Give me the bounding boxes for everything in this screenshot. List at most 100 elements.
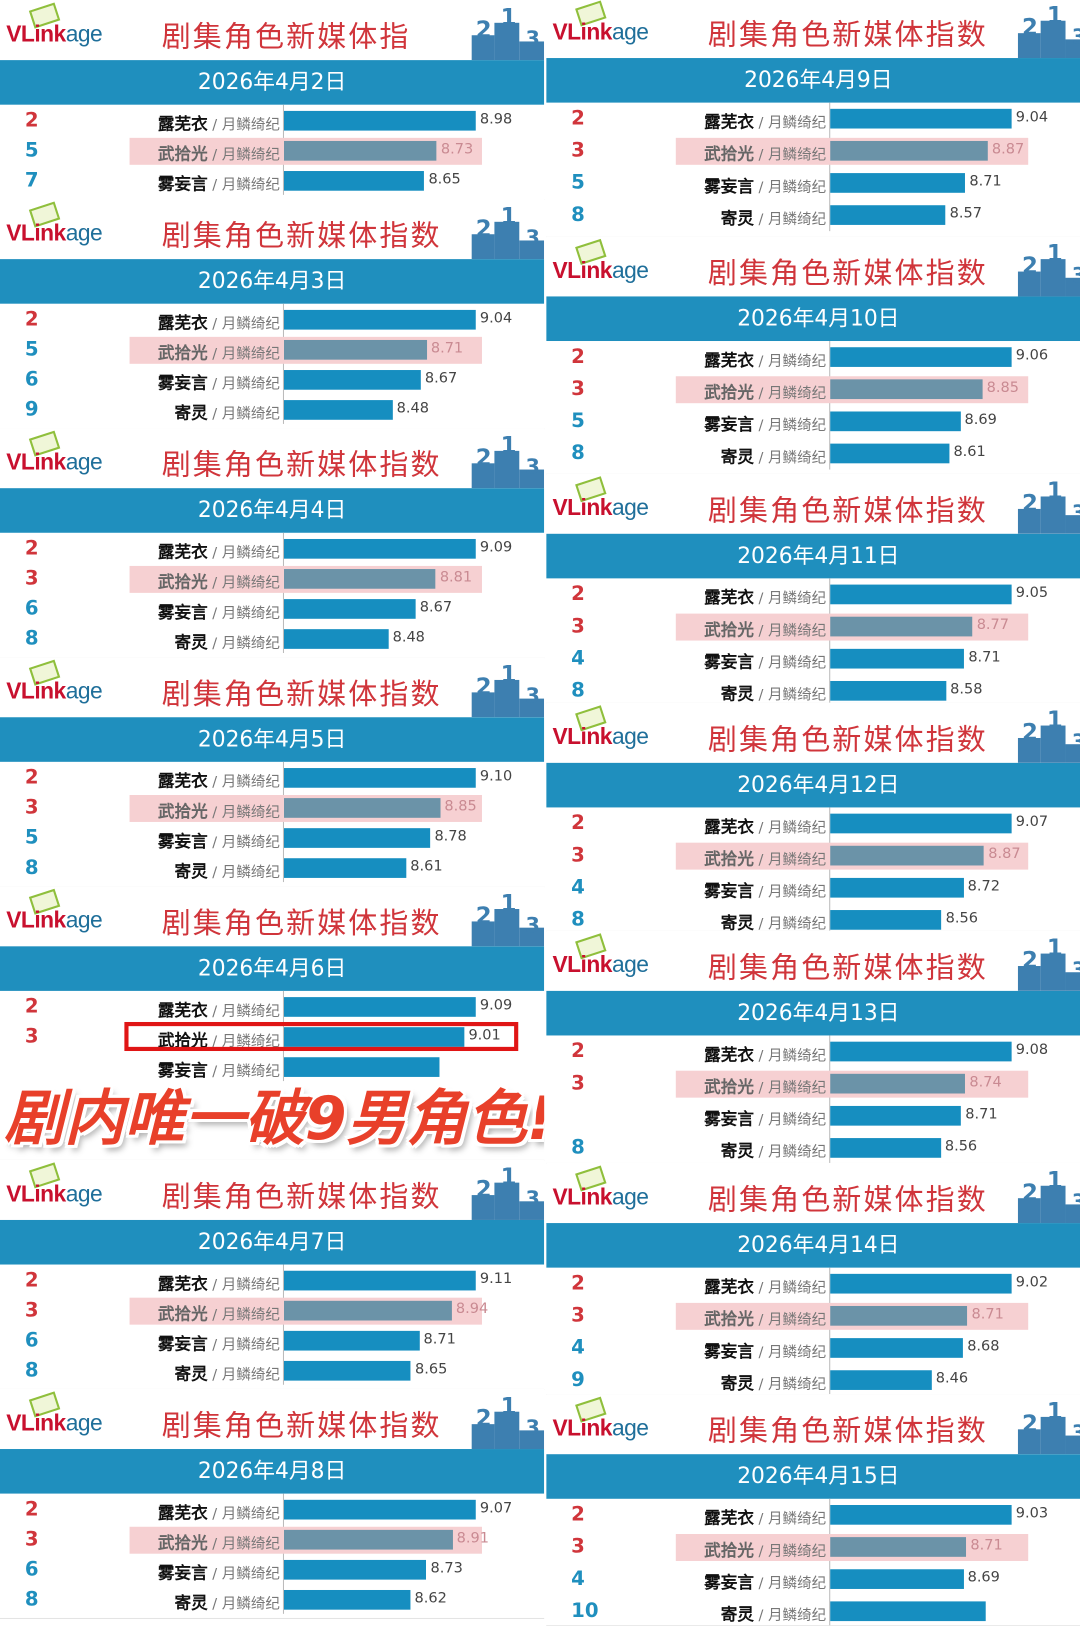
svg-text:3: 3 <box>1072 1190 1080 1214</box>
ranking-row: 10 寄灵 / 月鳞绮纪 <box>546 1595 1080 1625</box>
character-label: 寄灵 / 月鳞绮纪 <box>175 628 280 653</box>
character-name: 露芜衣 <box>157 313 208 333</box>
ranking-panel: VLinkage剧集角色新媒体指数2132026年4月11日2露芜衣 / 月鳞绮… <box>546 473 1080 704</box>
ranking-rows: 2 露芜衣 / 月鳞绮纪 9.06 3 武拾光 / 月鳞绮纪 8.85 5 雾妄言 / 月鳞绮… <box>546 341 1080 470</box>
svg-text:1: 1 <box>1047 4 1063 29</box>
rank-number: 3 <box>571 1535 585 1558</box>
index-value: 8.56 <box>944 1138 978 1155</box>
index-bar <box>284 1589 411 1610</box>
ranking-rows: 2 露芜衣 / 月鳞绮纪 9.08 3 武拾光 / 月鳞绮纪 8.74 雾妄言 / 月鳞绮纪… <box>546 1035 1080 1163</box>
ranking-panel: VLinkage 剧集角色新媒体指数 2 1 3 2026年4月5日 2 露芜衣 / 月鳞绮纪… <box>0 657 545 888</box>
ranking-row: 3 武拾光 / 月鳞绮纪 9.01 <box>0 1021 544 1052</box>
index-bar <box>284 1499 476 1520</box>
character-name: 露芜衣 <box>157 1273 208 1294</box>
ranking-row: 2 露芜衣 / 月鳞绮纪 9.10 <box>0 762 544 792</box>
character-name: 雾妄言 <box>157 1333 208 1354</box>
character-label: 武拾光 / 月鳞绮纪 <box>158 1026 280 1051</box>
character-label: 寄灵 / 月鳞绮纪 <box>175 857 280 882</box>
drama-name: 月鳞绮纪 <box>768 417 827 435</box>
character-name: 寄灵 <box>720 208 754 229</box>
index-value: 8.71 <box>423 1330 456 1348</box>
index-value: 9.04 <box>1015 108 1049 126</box>
index-bar <box>284 538 476 559</box>
separator: / <box>207 1307 222 1324</box>
rank-number: 8 <box>571 1136 585 1159</box>
separator: / <box>753 1376 769 1394</box>
ranking-row: 3 武拾光 / 月鳞绮纪 8.71 <box>546 1531 1080 1563</box>
ranking-panel: VLinkage 剧集角色新媒体指数 2 1 3 2026年4月7日 2 露芜衣 / 月鳞绮纪… <box>0 1159 545 1390</box>
drama-name: 月鳞绮纪 <box>221 1063 280 1081</box>
ranking-row: 2 露芜衣 / 月鳞绮纪 9.07 <box>0 1494 544 1524</box>
svg-text:3: 3 <box>1072 500 1080 524</box>
drama-name: 月鳞绮纪 <box>768 819 827 837</box>
ranking-row: 4 雾妄言 / 月鳞绮纪 8.68 <box>546 1332 1080 1364</box>
index-value: 9.09 <box>479 997 513 1014</box>
svg-text:3: 3 <box>1072 1421 1080 1445</box>
character-name: 寄灵 <box>174 1364 208 1384</box>
svg-text:3: 3 <box>1072 25 1080 49</box>
separator: / <box>753 147 769 164</box>
index-bar <box>830 108 1012 129</box>
date-bar: 2026年4月12日 <box>546 762 1080 808</box>
date-bar: 2026年4月13日 <box>546 990 1080 1036</box>
overlay-band: 剧内唯一破9男角色! <box>0 1081 544 1156</box>
index-bar <box>830 1601 986 1622</box>
separator: / <box>753 1607 769 1625</box>
svg-text:3: 3 <box>1072 263 1080 287</box>
separator: / <box>753 1280 769 1297</box>
logo-brand-a: VLink <box>552 1183 612 1210</box>
ranking-row: 2 露芜衣 / 月鳞绮纪 9.05 <box>546 578 1080 610</box>
character-label: 露芜衣 / 月鳞绮纪 <box>704 584 826 609</box>
separator: / <box>207 1063 222 1081</box>
rank-number: 2 <box>571 345 585 368</box>
separator: / <box>753 1543 769 1560</box>
character-name: 武拾光 <box>704 1309 754 1329</box>
ranking-row: 2 露芜衣 / 月鳞绮纪 9.04 <box>0 304 544 334</box>
podium-icon: 213 <box>1017 479 1080 534</box>
character-name: 雾妄言 <box>157 174 208 194</box>
character-name: 雾妄言 <box>157 373 208 393</box>
svg-text:2: 2 <box>476 445 492 471</box>
drama-name: 月鳞绮纪 <box>221 1506 280 1523</box>
drama-name: 月鳞绮纪 <box>768 1543 827 1560</box>
character-label: 雾妄言 / 月鳞绮纪 <box>158 1330 280 1355</box>
character-label: 雾妄言 / 月鳞绮纪 <box>704 648 826 673</box>
svg-text:2: 2 <box>476 674 492 700</box>
separator: / <box>753 417 769 435</box>
character-name: 武拾光 <box>704 619 754 640</box>
character-name: 露芜衣 <box>704 111 754 132</box>
rank-number: 2 <box>571 1502 585 1526</box>
chart-axis <box>282 532 285 653</box>
character-label: 寄灵 / 月鳞绮纪 <box>721 1137 826 1162</box>
character-name: 露芜衣 <box>704 350 754 371</box>
ranking-panel: VLinkage剧集角色新媒体指数2132026年4月9日2露芜衣 / 月鳞绮纪… <box>546 0 1080 238</box>
svg-text:1: 1 <box>1047 709 1063 734</box>
drama-name: 月鳞绮纪 <box>221 605 280 622</box>
panel-title: 剧集角色新媒体指数 <box>707 493 988 528</box>
index-bar <box>830 813 1012 834</box>
index-bar <box>284 339 427 360</box>
svg-text:1: 1 <box>1047 243 1063 268</box>
ranking-row: 3 武拾光 / 月鳞绮纪 8.77 <box>546 610 1080 642</box>
logo-brand-b: age <box>65 1409 103 1436</box>
separator: / <box>753 852 769 869</box>
ranking-row: 6 雾妄言 / 月鳞绮纪 8.67 <box>0 593 544 623</box>
separator: / <box>753 884 769 901</box>
separator: / <box>753 622 769 640</box>
drama-name: 月鳞绮纪 <box>768 353 827 371</box>
ranking-row: 3 武拾光 / 月鳞绮纪 8.85 <box>0 792 544 822</box>
drama-name: 月鳞绮纪 <box>221 635 280 652</box>
separator: / <box>207 635 222 652</box>
svg-text:1: 1 <box>501 1166 517 1191</box>
rank-number: 10 <box>571 1599 599 1623</box>
rank-number: 8 <box>24 856 39 879</box>
index-value: 8.67 <box>424 370 458 387</box>
separator: / <box>753 1144 769 1161</box>
drama-name: 月鳞绮纪 <box>768 1112 827 1129</box>
separator: / <box>753 385 769 403</box>
index-value: 8.62 <box>414 1589 447 1607</box>
ranking-row: 2 露芜衣 / 月鳞绮纪 9.11 <box>0 1265 544 1295</box>
ranking-row: 4 雾妄言 / 月鳞绮纪 8.72 <box>546 872 1080 904</box>
index-value: 8.85 <box>986 379 1019 396</box>
